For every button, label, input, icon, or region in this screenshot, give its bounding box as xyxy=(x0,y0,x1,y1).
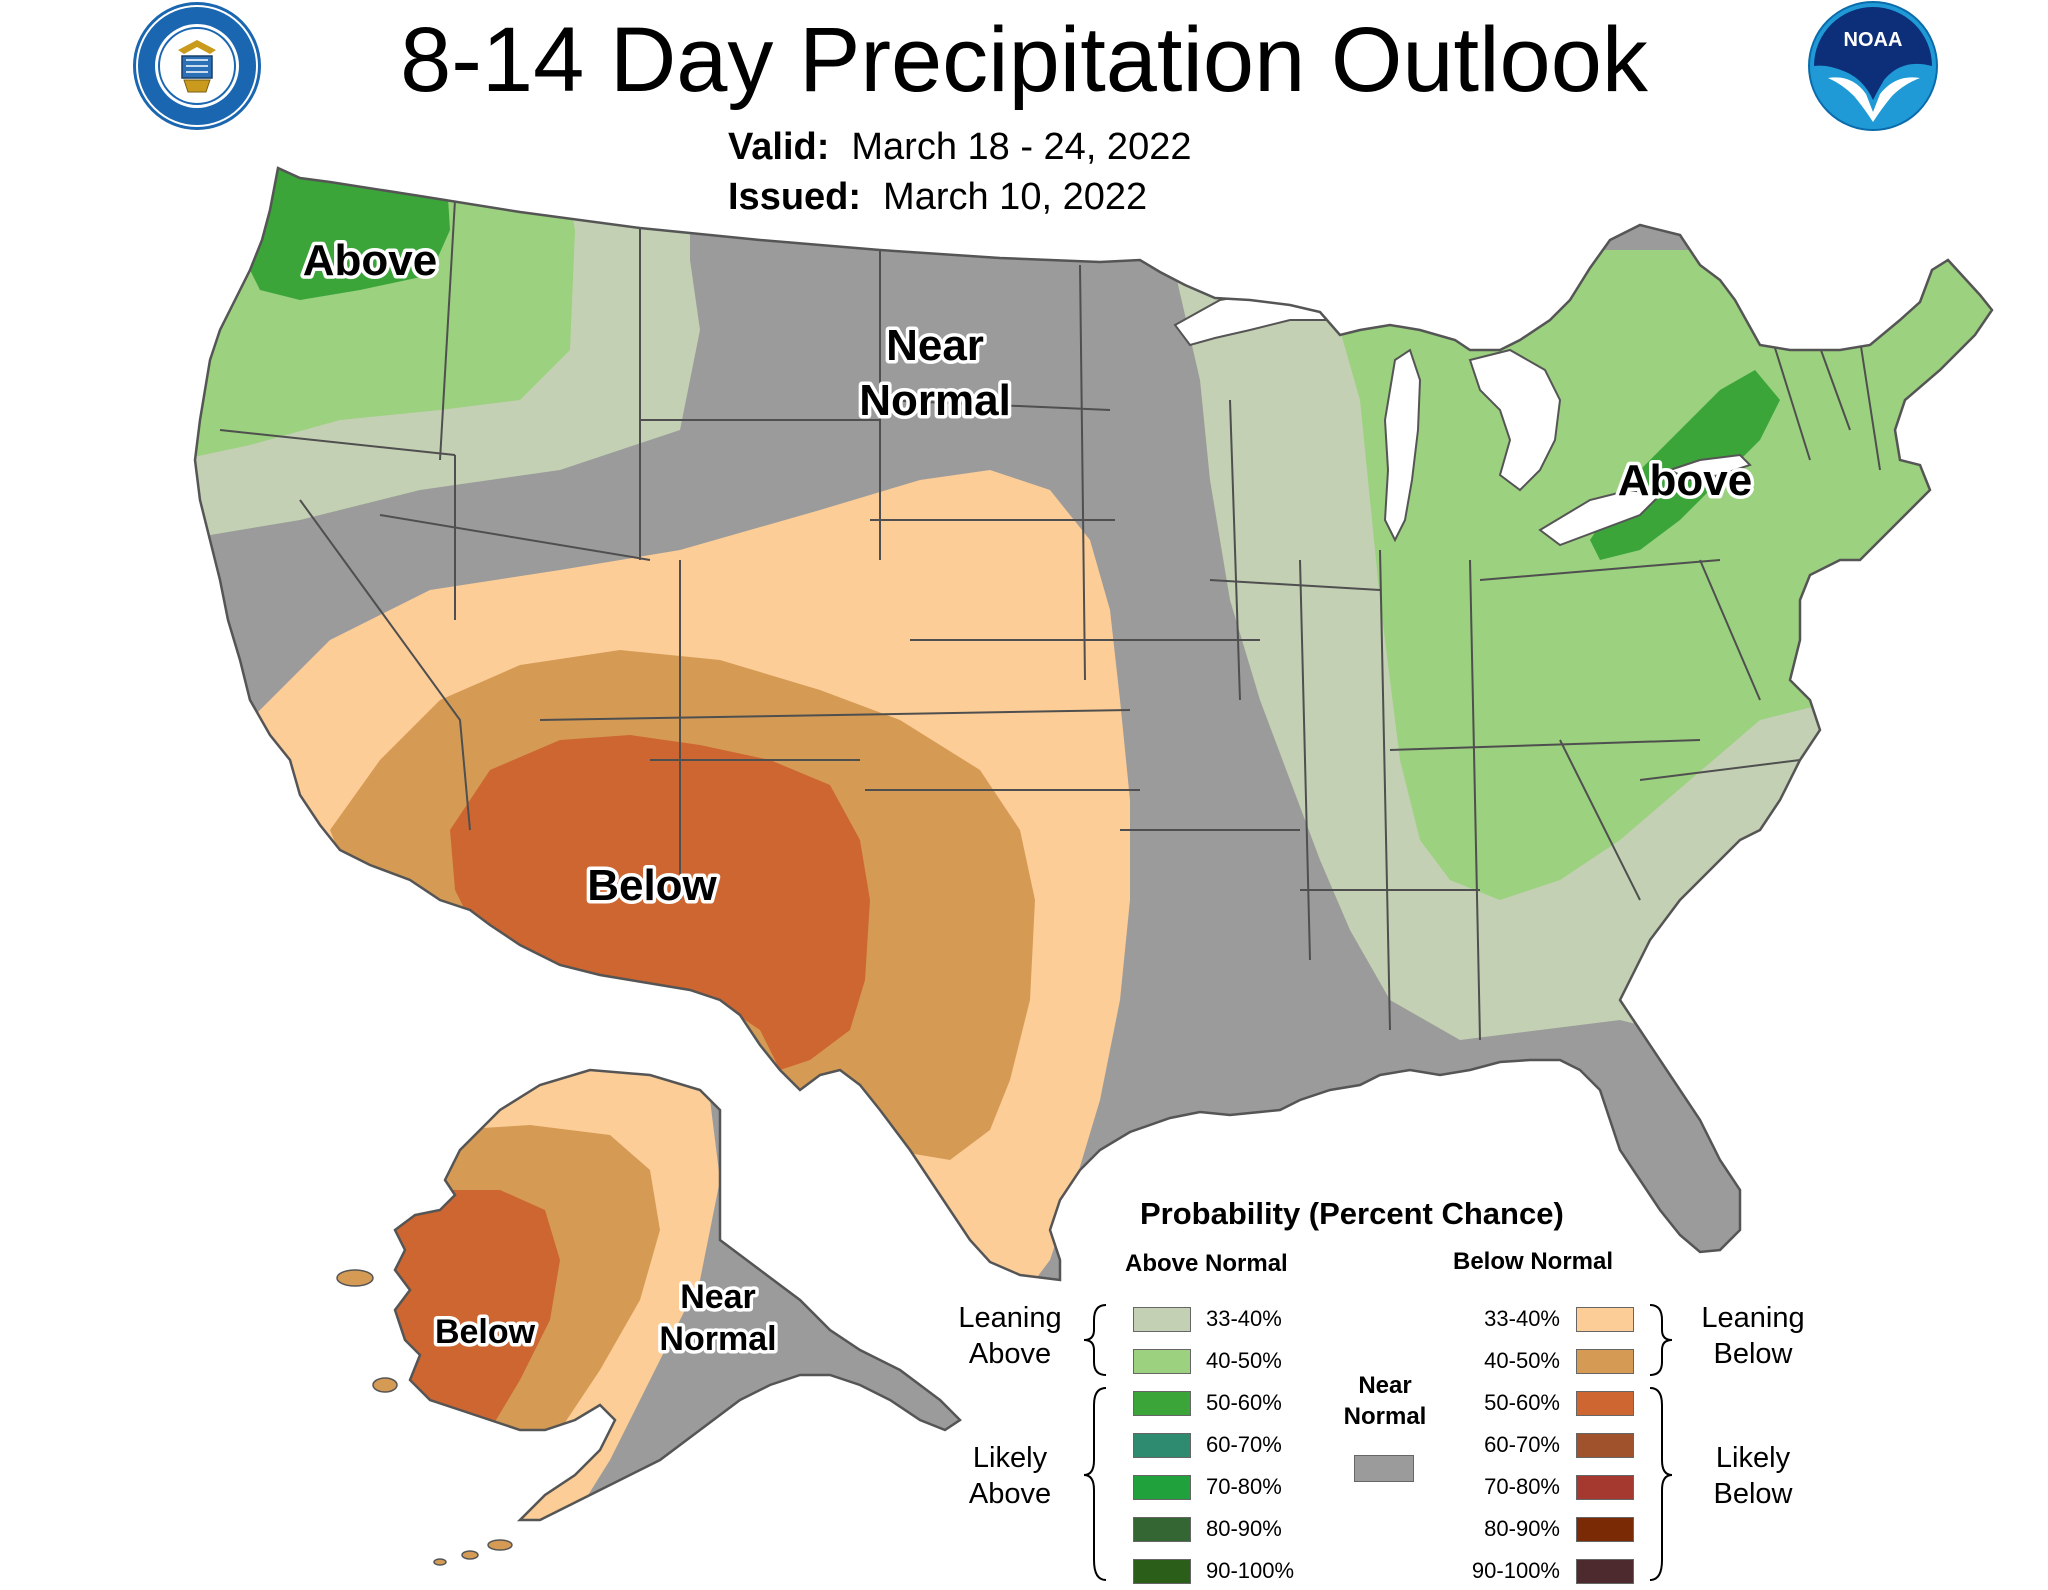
legend-below-label: 33-40% xyxy=(1484,1306,1560,1331)
lake-ontario xyxy=(1667,453,1752,482)
legend-below-label: 50-60% xyxy=(1484,1390,1560,1415)
leaning-above-label: Leaning Above xyxy=(950,1300,1070,1372)
label-below-ak: Below xyxy=(435,1313,536,1351)
valid-dates: Valid: March 18 - 24, 2022 xyxy=(728,126,1191,169)
label-above-nw: Above xyxy=(303,236,437,285)
legend-below-label: 60-70% xyxy=(1484,1432,1560,1457)
legend-below-swatch xyxy=(1576,1559,1634,1584)
issued-value: March 10, 2022 xyxy=(883,176,1148,218)
legend-above-label: 50-60% xyxy=(1206,1390,1282,1415)
label-ak-near-line2: Normal xyxy=(659,1320,776,1358)
alaska-outline xyxy=(393,1068,962,1522)
likely-below-label: Likely Below xyxy=(1688,1440,1818,1512)
legend-below-swatch xyxy=(1576,1349,1634,1374)
noaa-logo-text: NOAA xyxy=(1844,29,1903,51)
commerce-seal-icon xyxy=(133,2,261,130)
east-40-50-region xyxy=(1330,250,1992,900)
legend-below-label: 40-50% xyxy=(1484,1348,1560,1373)
leaning-below-label: Leaning Below xyxy=(1688,1300,1818,1372)
leaning-above-line1: Leaning xyxy=(958,1302,1062,1334)
legend-title: Probability (Percent Chance) xyxy=(1140,1196,1564,1231)
above-braces-icon xyxy=(1083,1304,1107,1581)
lake-michigan xyxy=(1383,348,1422,543)
legend-above-swatch xyxy=(1133,1349,1191,1374)
lake-erie xyxy=(1538,488,1663,547)
noaa-logo-icon: NOAA xyxy=(1808,1,1938,131)
label-above-ne: Above xyxy=(1618,456,1752,505)
label-near-normal-line2: Normal xyxy=(859,376,1011,425)
legend-above-label: 90-100% xyxy=(1206,1558,1295,1583)
conus-map xyxy=(195,168,1992,1280)
label-near-normal-line1: Near xyxy=(886,321,984,370)
legend-above-label: 33-40% xyxy=(1206,1306,1282,1331)
legend-below-swatch xyxy=(1576,1307,1634,1332)
legend-above-label: 70-80% xyxy=(1206,1474,1282,1499)
aleutian-islands xyxy=(336,1269,513,1566)
state-boundaries xyxy=(219,199,1881,1041)
legend-above-swatch xyxy=(1133,1433,1191,1458)
valid-label: Valid: xyxy=(728,126,830,168)
label-below-sw: Below xyxy=(587,861,717,910)
legend-above-swatch xyxy=(1133,1307,1191,1332)
likely-above-label: Likely Above xyxy=(950,1440,1070,1512)
issued-date: Issued: March 10, 2022 xyxy=(728,176,1147,219)
legend-below-swatch xyxy=(1576,1433,1634,1458)
leaning-above-line2: Above xyxy=(968,1338,1052,1370)
legend-above-swatch xyxy=(1133,1517,1191,1542)
legend-above-swatch xyxy=(1133,1559,1191,1584)
legend-below-label: 70-80% xyxy=(1484,1474,1560,1499)
near-normal-swatch xyxy=(1354,1455,1414,1482)
valid-value: March 18 - 24, 2022 xyxy=(851,126,1192,168)
legend-above-swatch xyxy=(1133,1475,1191,1500)
lake-huron xyxy=(1468,348,1562,492)
legend-above-label: 80-90% xyxy=(1206,1516,1282,1541)
issued-label: Issued: xyxy=(728,176,862,218)
likely-below-line1: Likely xyxy=(1715,1442,1791,1474)
legend-above-swatch xyxy=(1133,1391,1191,1416)
ak-likely-below-region xyxy=(395,1190,560,1450)
likely-below-line2: Below xyxy=(1713,1478,1793,1510)
near-normal-line1: Near xyxy=(1358,1372,1412,1399)
legend-above-label: 40-50% xyxy=(1206,1348,1282,1373)
legend-below-swatch xyxy=(1576,1517,1634,1542)
likely-above-line2: Above xyxy=(968,1478,1052,1510)
legend-below-label: 90-100% xyxy=(1471,1558,1560,1583)
legend-below-swatch xyxy=(1576,1475,1634,1500)
label-ak-near-line1: Near xyxy=(680,1278,756,1316)
below-braces-icon xyxy=(1649,1304,1673,1581)
legend-below-label: 80-90% xyxy=(1484,1516,1560,1541)
near-normal-legend-label: Near Normal xyxy=(1330,1370,1440,1432)
near-normal-line2: Normal xyxy=(1343,1403,1427,1430)
legend-above-header: Above Normal xyxy=(1125,1250,1288,1277)
sw-likely-below-region xyxy=(450,735,870,1070)
conus-outline xyxy=(193,166,1994,1282)
leaning-below-line2: Below xyxy=(1713,1338,1793,1370)
legend-below-header: Below Normal xyxy=(1453,1248,1614,1275)
legend-above-label: 60-70% xyxy=(1206,1432,1282,1457)
leaning-below-line1: Leaning xyxy=(1701,1302,1805,1334)
likely-above-line1: Likely xyxy=(972,1442,1048,1474)
legend-below-swatch xyxy=(1576,1391,1634,1416)
page-title: 8-14 Day Precipitation Outlook xyxy=(400,9,1648,111)
